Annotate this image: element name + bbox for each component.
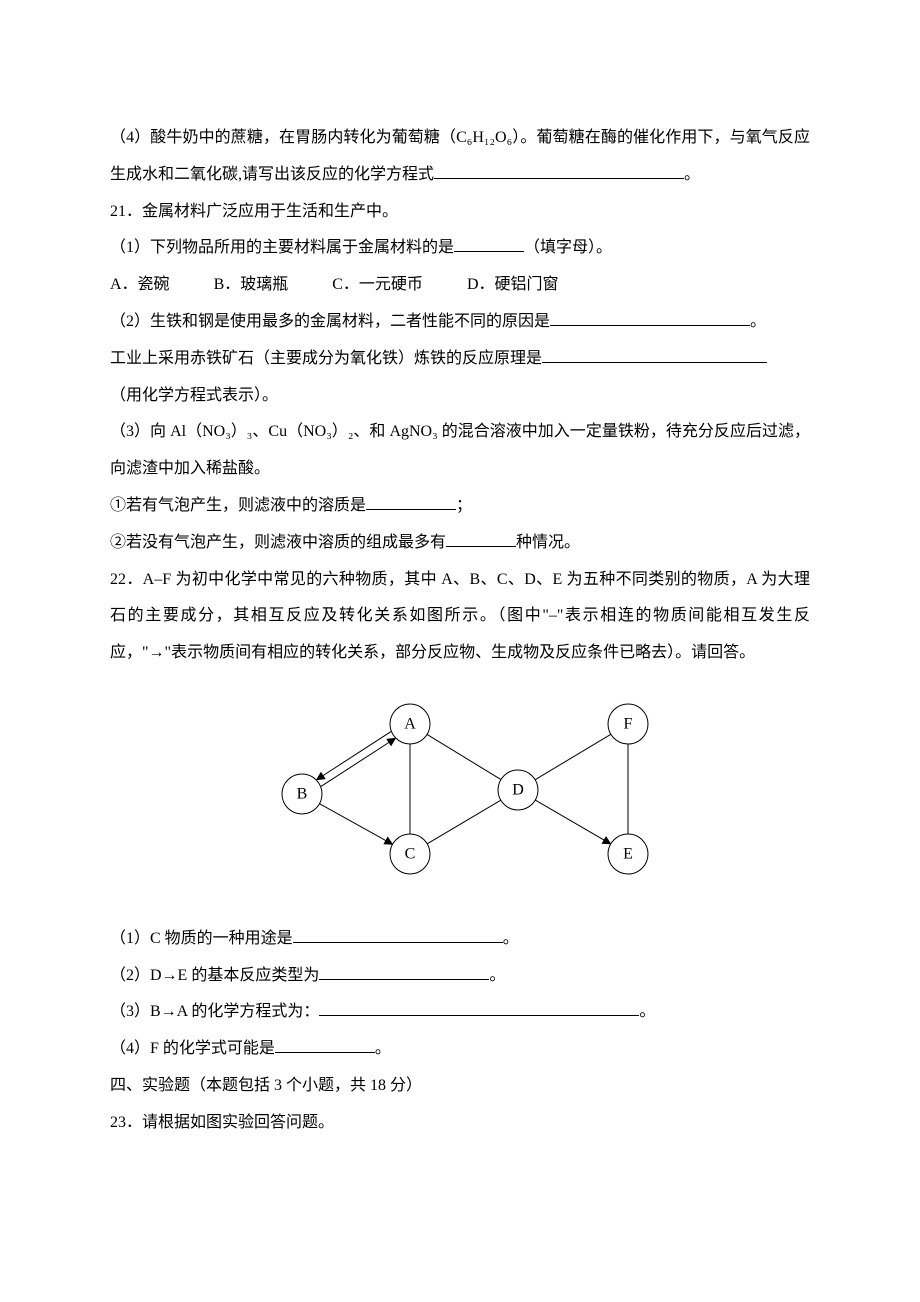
q21-optD: D．硬铝门窗 xyxy=(467,267,559,304)
q21-p3c-pre: ②若没有气泡产生，则滤液中溶质的组成最多有 xyxy=(110,534,446,551)
q22-p1-blank xyxy=(293,926,503,943)
q22-p4-pre: （4）F 的化学式可能是 xyxy=(110,1040,275,1057)
q21-p2-end: 。 xyxy=(750,313,766,330)
q22-p3: （3）B→A 的化学方程式为： 。 xyxy=(110,994,810,1031)
q21-p3a: （3）向 Al（NO₃）₃、Cu（NO₃）₂、和 AgNO₃ 的混合溶液中加入一… xyxy=(110,414,810,488)
section4-heading: 四、实验题（本题包括 3 个小题，共 18 分） xyxy=(110,1068,810,1105)
q22-p1-pre: （1）C 物质的一种用途是 xyxy=(110,930,293,947)
q21-p3c-post: 种情况。 xyxy=(516,534,580,551)
q21-p1: （1）下列物品所用的主要材料属于金属材料的是 （填字母）。 xyxy=(110,230,810,267)
q21-p2b: 工业上采用赤铁矿石（主要成分为氧化铁）炼铁的反应原理是 xyxy=(110,341,810,378)
q22-p3-end: 。 xyxy=(639,1003,655,1020)
q22-diagram: A B C D E F xyxy=(240,682,680,892)
q22-p4-blank xyxy=(275,1036,375,1053)
q21-p3b: ①若有气泡产生，则滤液中的溶质是 ； xyxy=(110,488,810,525)
q22-p3-blank xyxy=(319,999,639,1016)
q21-p1-blank xyxy=(454,235,524,252)
q22-p1-end: 。 xyxy=(503,930,519,947)
q21-p3b-pre: ①若有气泡产生，则滤液中的溶质是 xyxy=(110,497,366,514)
svg-text:F: F xyxy=(624,715,633,732)
q21-p2b-pre: 工业上采用赤铁矿石（主要成分为氧化铁）炼铁的反应原理是 xyxy=(110,350,542,367)
q21-optA: A．瓷碗 xyxy=(110,267,170,304)
q22-p2-end: 。 xyxy=(489,967,505,984)
q21-options: A．瓷碗 B．玻璃瓶 C．一元硬币 D．硬铝门窗 xyxy=(110,267,810,304)
q21-p1-post: （填字母）。 xyxy=(524,239,612,256)
q21-p2b-blank xyxy=(542,346,767,363)
q21-optB: B．玻璃瓶 xyxy=(214,267,289,304)
svg-text:E: E xyxy=(623,845,633,862)
q21-p2-blank xyxy=(550,309,750,326)
q22-p3-pre: （3）B→A 的化学方程式为： xyxy=(110,1003,319,1020)
q20-item4: （4）酸牛奶中的蔗糖，在胃肠内转化为葡萄糖（C₆H₁₂O₆）。葡萄糖在酶的催化作… xyxy=(110,120,810,194)
q21-p2-pre: （2）生铁和钢是使用最多的金属材料，二者性能不同的原因是 xyxy=(110,313,550,330)
q21-p2: （2）生铁和钢是使用最多的金属材料，二者性能不同的原因是 。 xyxy=(110,304,810,341)
q22-p4: （4）F 的化学式可能是 。 xyxy=(110,1031,810,1068)
q23-title: 23．请根据如图实验回答问题。 xyxy=(110,1105,810,1142)
svg-text:C: C xyxy=(405,845,416,862)
document-page: （4）酸牛奶中的蔗糖，在胃肠内转化为葡萄糖（C₆H₁₂O₆）。葡萄糖在酶的催化作… xyxy=(0,0,920,1202)
q22-p2: （2）D→E 的基本反应类型为 。 xyxy=(110,958,810,995)
q21-p3c-blank xyxy=(446,530,516,547)
q21-p3b-blank xyxy=(366,493,456,510)
q21-title: 21．金属材料广泛应用于生活和生产中。 xyxy=(110,194,810,231)
q22-p1: （1）C 物质的一种用途是 。 xyxy=(110,921,810,958)
svg-text:D: D xyxy=(512,781,524,798)
q22-p2-pre: （2）D→E 的基本反应类型为 xyxy=(110,967,319,984)
q22-p4-end: 。 xyxy=(375,1040,391,1057)
q21-optC: C．一元硬币 xyxy=(332,267,423,304)
svg-text:A: A xyxy=(404,715,416,732)
q20-item4-blank xyxy=(434,162,684,179)
q20-item4-period: 。 xyxy=(684,166,700,183)
svg-text:B: B xyxy=(297,785,308,802)
q22-intro: 22．A–F 为初中化学中常见的六种物质，其中 A、B、C、D、E 为五种不同类… xyxy=(110,562,810,672)
q21-p1-pre: （1）下列物品所用的主要材料属于金属材料的是 xyxy=(110,239,454,256)
q21-p2c: （用化学方程式表示）。 xyxy=(110,378,810,415)
q21-p3c: ②若没有气泡产生，则滤液中溶质的组成最多有 种情况。 xyxy=(110,525,810,562)
q22-p2-blank xyxy=(319,963,489,980)
q22-diagram-wrap: A B C D E F xyxy=(110,682,810,907)
q21-p3b-post: ； xyxy=(456,497,472,514)
